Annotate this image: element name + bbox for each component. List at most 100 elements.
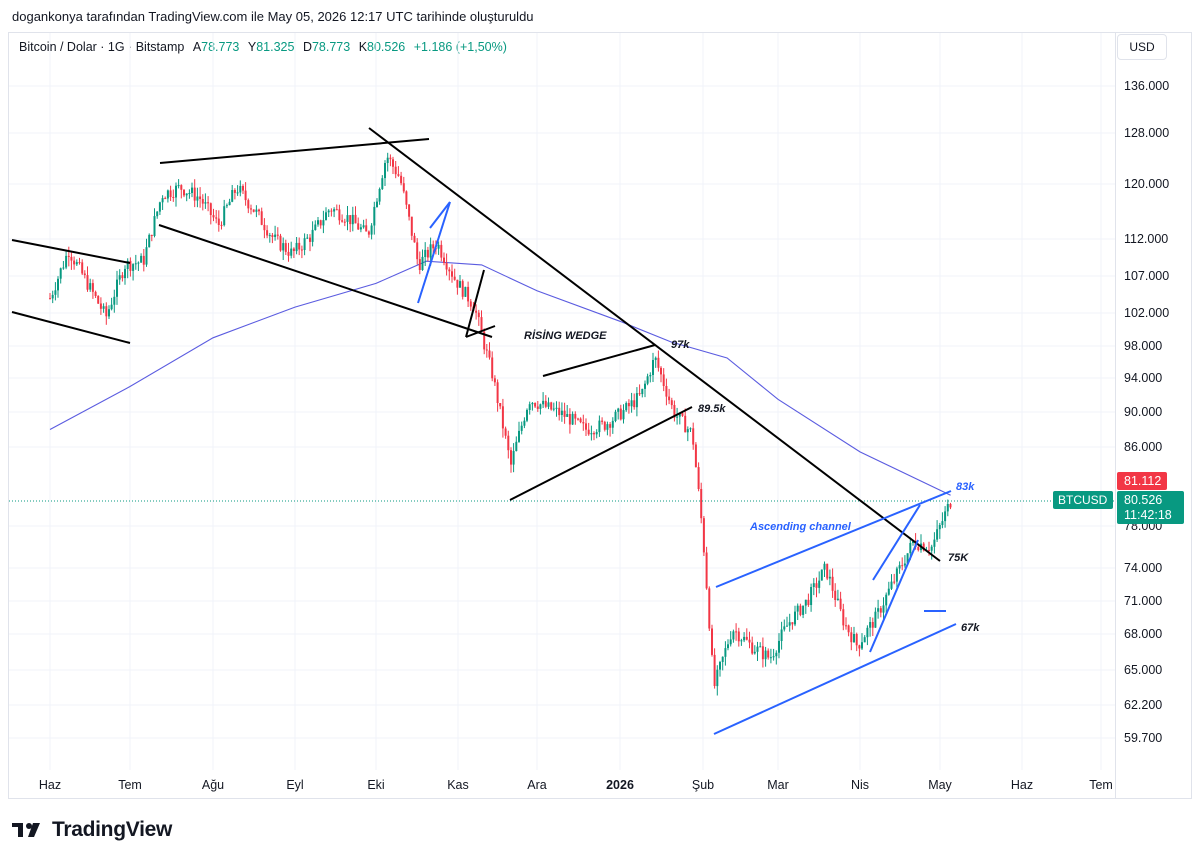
candle-body: [459, 281, 461, 288]
candle-body: [842, 609, 845, 626]
candle-body: [598, 420, 601, 433]
candle-body: [367, 231, 370, 235]
chart-annotation: 75K: [948, 552, 969, 564]
candle-body: [437, 244, 440, 249]
time-tick-label: Eki: [367, 778, 384, 792]
candle-body: [882, 605, 885, 613]
candle-body: [204, 202, 207, 204]
candle-body: [542, 400, 545, 405]
candle-body: [426, 249, 429, 258]
candle-body: [676, 416, 679, 418]
candle-body: [116, 279, 118, 297]
candle-body: [381, 178, 384, 189]
candle-body: [769, 657, 772, 659]
candle-body: [365, 225, 368, 232]
candle-body: [274, 234, 277, 237]
candle-body: [108, 309, 110, 317]
candle-body: [276, 234, 279, 236]
candle-body: [389, 157, 392, 160]
high-value: 81.325: [256, 40, 295, 54]
candle-body: [512, 451, 515, 465]
candle-body: [405, 191, 408, 205]
brand-name: TradingView: [52, 818, 173, 841]
candle-body: [185, 193, 188, 196]
candle-body: [477, 312, 480, 318]
candle-body: [799, 605, 802, 615]
moving-average-line: [49, 260, 951, 496]
candle-body: [735, 631, 738, 633]
candle-body: [933, 539, 936, 547]
candle-body: [587, 429, 590, 435]
candle-body: [378, 189, 381, 202]
candle-body: [660, 367, 662, 375]
candle-body: [711, 628, 713, 655]
candle-body: [349, 215, 352, 225]
candle-body: [721, 656, 724, 662]
candle-body: [343, 221, 346, 223]
price-tick-label: 62.200: [1124, 698, 1162, 712]
candle-body: [678, 413, 681, 417]
candle-body: [767, 650, 770, 658]
candle-body: [408, 204, 411, 217]
candle-body: [534, 403, 537, 407]
chart-caption: dogankonya tarafından TradingView.com il…: [12, 9, 534, 24]
candle-body: [314, 224, 317, 230]
candle-body: [209, 203, 212, 215]
candle-body: [719, 662, 721, 670]
candle-body: [670, 400, 673, 406]
candle-body: [622, 410, 625, 420]
candle-body: [110, 304, 113, 310]
candle-body: [175, 185, 177, 198]
candle-body: [778, 640, 780, 653]
price-tick-label: 65.000: [1124, 663, 1162, 677]
candle-body: [611, 420, 614, 428]
candle-body: [729, 639, 732, 645]
candle-body: [215, 217, 218, 219]
time-tick-label: May: [928, 778, 952, 792]
bar-countdown: 11:42:18: [1124, 508, 1172, 522]
price-tick-label: 74.000: [1124, 561, 1162, 575]
candle-body: [268, 235, 271, 237]
candle-body: [866, 627, 869, 638]
candle-body: [453, 276, 456, 280]
chart-annotation: Ascending channel: [749, 521, 852, 533]
candle-body: [121, 275, 124, 279]
black-trend-line: [465, 325, 496, 338]
candle-body: [370, 225, 373, 235]
candle-body: [137, 262, 140, 264]
candle-body: [694, 444, 697, 468]
currency-button[interactable]: USD: [1117, 34, 1167, 60]
candle-body: [705, 552, 708, 589]
candle-body: [740, 640, 743, 642]
candle-body: [231, 190, 234, 202]
candle-body: [550, 402, 553, 410]
candle-body: [327, 210, 330, 213]
candle-body: [402, 183, 405, 192]
candle-body: [818, 580, 821, 588]
candle-body: [89, 283, 92, 290]
symbol-title[interactable]: Bitcoin / Dolar · 1G · Bitstamp: [19, 40, 185, 54]
candle-body: [158, 202, 161, 212]
chart-annotation: 97k: [671, 339, 690, 351]
chart-pane[interactable]: [8, 32, 1116, 799]
candle-body: [713, 654, 716, 686]
candle-body: [394, 166, 397, 175]
candle-body: [748, 639, 751, 643]
candle-body: [906, 553, 909, 564]
candle-body: [359, 227, 362, 230]
blue-trend-line: [715, 490, 952, 588]
price-axis-pane[interactable]: [1116, 32, 1192, 799]
candle-body: [239, 186, 242, 193]
candle-body: [306, 237, 309, 239]
candle-body: [233, 190, 236, 193]
candle-body: [673, 405, 676, 418]
candle-body: [309, 237, 311, 242]
candle-body: [515, 441, 518, 451]
candle-body: [863, 637, 866, 643]
candle-body: [820, 569, 823, 581]
candle-body: [397, 174, 400, 176]
candles: [9, 152, 1115, 696]
tradingview-brand: TradingView: [12, 818, 172, 842]
candle-body: [912, 541, 914, 543]
